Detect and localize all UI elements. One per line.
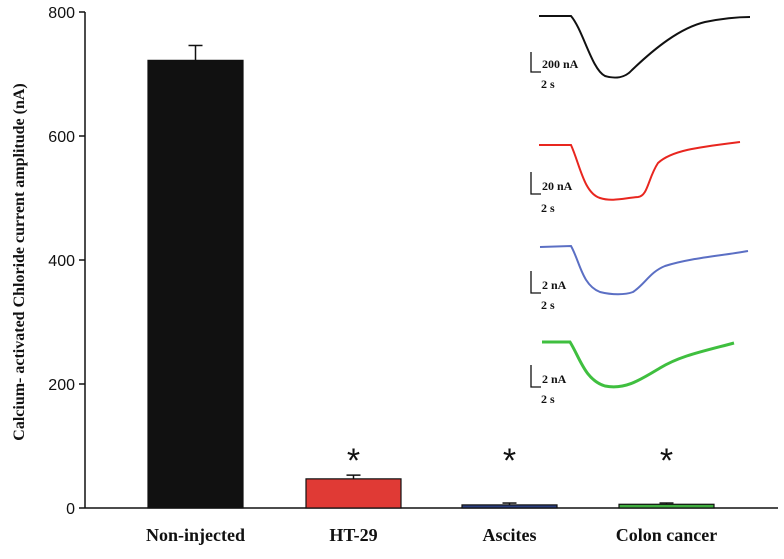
- time-scale-label: 2 s: [541, 201, 555, 215]
- y-tick-label: 600: [48, 129, 75, 146]
- current-scale-label: 200 nA: [542, 57, 579, 71]
- y-tick-label: 200: [48, 377, 75, 394]
- significance-marker: *: [347, 442, 360, 480]
- current-scale-label: 2 nA: [542, 372, 567, 386]
- current-trace: [539, 141, 741, 201]
- time-scale-label: 2 s: [541, 77, 555, 91]
- bar: [461, 504, 558, 509]
- current-trace: [539, 244, 749, 296]
- y-tick-label: 0: [66, 501, 75, 518]
- scale-bar: [530, 52, 541, 73]
- scale-bar: [530, 172, 541, 195]
- significance-marker: *: [660, 442, 673, 480]
- current-trace: [539, 15, 751, 79]
- bar: [305, 478, 402, 509]
- bar: [618, 503, 715, 509]
- current-scale-label: 20 nA: [542, 179, 573, 193]
- significance-marker: *: [503, 442, 516, 480]
- y-tick-label: 400: [48, 253, 75, 270]
- x-tick-label: Ascites: [483, 525, 537, 545]
- bar: [147, 59, 244, 509]
- x-tick-label: Colon cancer: [616, 525, 717, 545]
- y-axis-label: Calcium- activated Chloride current ampl…: [11, 83, 28, 440]
- current-trace: [542, 340, 735, 389]
- scale-bar: [530, 271, 541, 294]
- time-scale-label: 2 s: [541, 298, 555, 312]
- time-scale-label: 2 s: [541, 392, 555, 406]
- x-tick-label: Non-injected: [146, 525, 245, 545]
- y-tick-label: 800: [48, 5, 75, 22]
- x-tick-label: HT-29: [329, 525, 377, 545]
- scale-bar: [530, 365, 541, 388]
- current-scale-label: 2 nA: [542, 278, 567, 292]
